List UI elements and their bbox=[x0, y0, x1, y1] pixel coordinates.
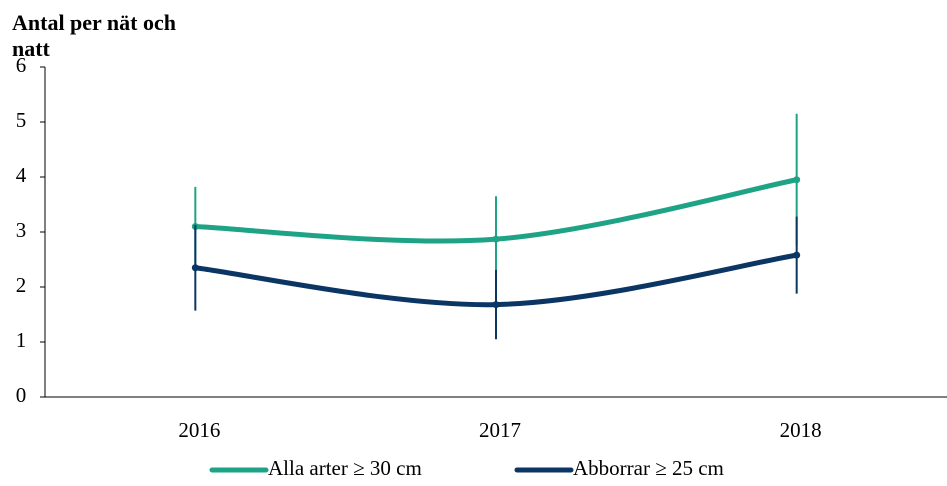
y-tick-label: 2 bbox=[16, 273, 27, 297]
y-tick-label: 5 bbox=[16, 108, 27, 132]
legend-label: Abborrar ≥ 25 cm bbox=[573, 456, 724, 480]
y-tick-label: 1 bbox=[16, 328, 27, 352]
y-tick-label: 3 bbox=[16, 218, 27, 242]
x-tick-label: 2016 bbox=[178, 418, 220, 442]
point bbox=[492, 235, 500, 243]
point bbox=[793, 251, 801, 259]
y-tick-label: 6 bbox=[16, 53, 27, 77]
y-tick-label: 0 bbox=[16, 383, 27, 407]
y-axis-title: Antal per nät och natt bbox=[12, 10, 176, 61]
y-tick-label: 4 bbox=[16, 163, 27, 187]
point bbox=[793, 176, 801, 184]
point bbox=[191, 264, 199, 272]
x-tick-label: 2017 bbox=[479, 418, 521, 442]
point bbox=[492, 301, 500, 309]
legend-label: Alla arter ≥ 30 cm bbox=[268, 456, 422, 480]
x-tick-label: 2018 bbox=[780, 418, 822, 442]
